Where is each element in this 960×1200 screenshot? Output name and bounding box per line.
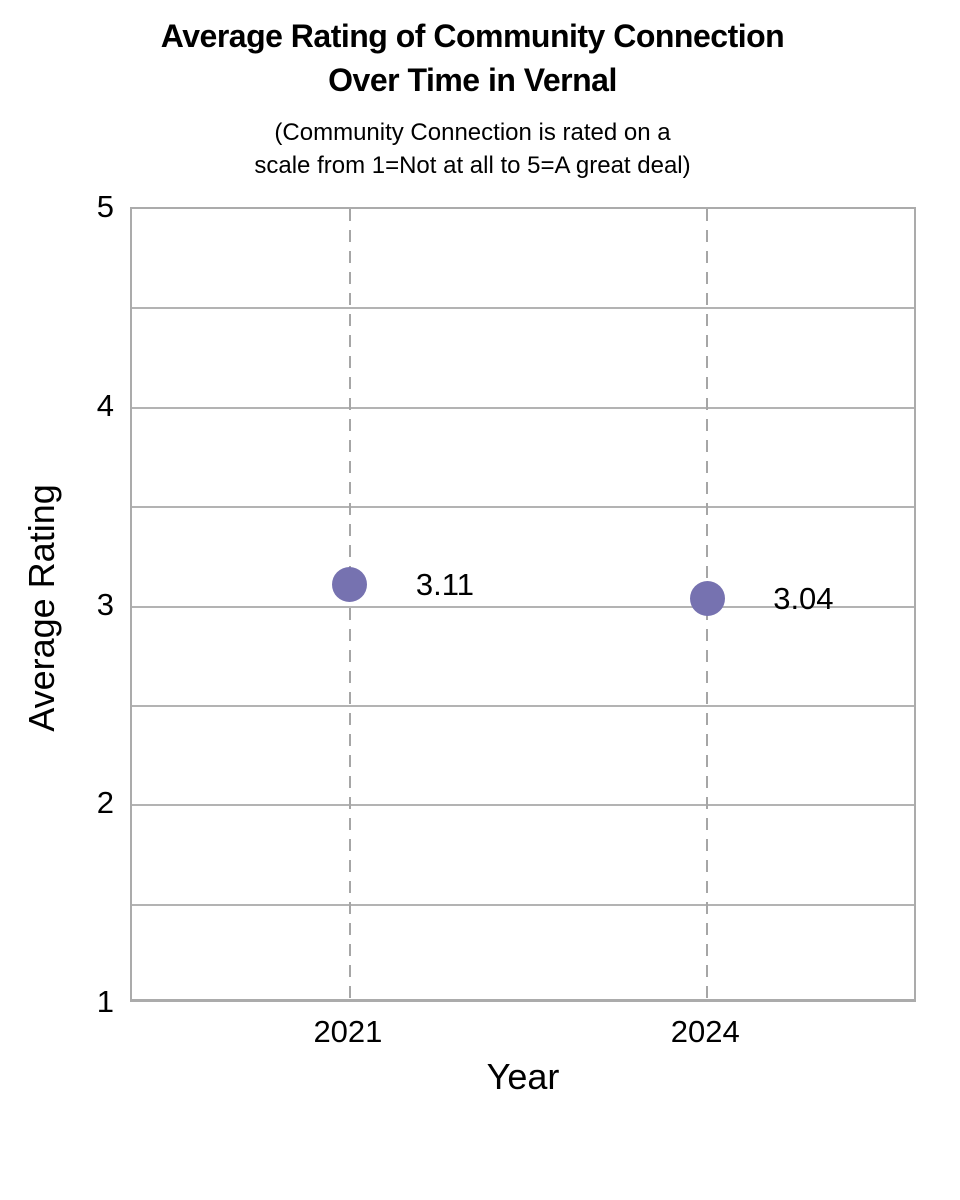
data-point [689, 581, 725, 617]
horizontal-gridline [132, 903, 914, 906]
chart-subtitle: (Community Connection is rated on a scal… [254, 119, 691, 180]
y-tick-label: 1 [96, 984, 114, 1019]
data-point [332, 567, 368, 603]
data-point-label: 3.11 [415, 566, 474, 602]
x-tick-label: 2021 [313, 1014, 383, 1049]
x-tick-label: 2024 [670, 1014, 740, 1049]
x-axis-title: Year [486, 1056, 560, 1097]
y-tick-label: 3 [96, 586, 114, 622]
y-tick-label: 4 [96, 387, 114, 423]
horizontal-gridline [132, 307, 914, 310]
y-tick-label: 5 [96, 189, 114, 224]
horizontal-gridline [132, 804, 914, 807]
plot-area: 3.11 3.04 [130, 207, 916, 1002]
y-tick-label: 2 [96, 785, 114, 821]
y-axis-title: Average Rating [21, 484, 62, 732]
horizontal-gridline [132, 506, 914, 509]
data-point-label: 3.04 [773, 580, 834, 616]
vertical-dashed-gridline [348, 209, 351, 999]
horizontal-gridline [132, 605, 914, 608]
horizontal-gridline [132, 406, 914, 409]
chart-title: Average Rating of Community Connection O… [160, 18, 785, 99]
horizontal-gridline [132, 704, 914, 707]
